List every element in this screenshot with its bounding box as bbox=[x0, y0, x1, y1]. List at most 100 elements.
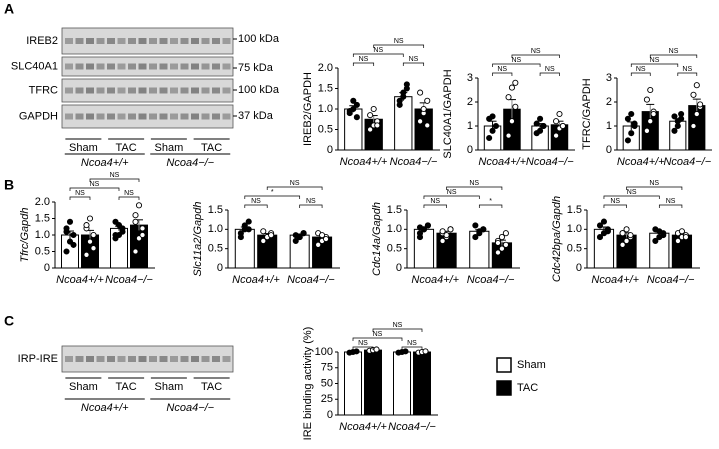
significance-label: NS bbox=[251, 198, 261, 205]
y-tick-label: 0 bbox=[576, 262, 582, 274]
marker-label: 100 kDa bbox=[238, 84, 280, 96]
blot-band bbox=[170, 38, 178, 44]
data-point bbox=[674, 237, 682, 244]
data-point bbox=[643, 127, 650, 134]
panel-label: B bbox=[4, 177, 14, 193]
data-point bbox=[489, 113, 496, 120]
y-tick-label: 0 bbox=[327, 144, 333, 156]
bracket bbox=[626, 186, 683, 190]
bracket bbox=[478, 204, 503, 208]
data-point bbox=[480, 226, 487, 233]
blot-row-label: GAPDH bbox=[19, 110, 58, 122]
y-axis-label: Tfrc/Gapdh bbox=[19, 207, 31, 262]
significance-label: NS bbox=[650, 57, 660, 64]
blot-band bbox=[75, 63, 84, 70]
y-tick-label: 1.0 bbox=[567, 223, 582, 235]
blot-band bbox=[128, 63, 136, 70]
data-point bbox=[678, 228, 685, 235]
data-point bbox=[422, 348, 429, 355]
blot-band bbox=[170, 113, 178, 120]
blot-band bbox=[212, 38, 220, 44]
blot-band bbox=[149, 87, 157, 94]
blot-band bbox=[222, 356, 231, 362]
data-point bbox=[505, 94, 512, 101]
data-point bbox=[400, 89, 407, 96]
y-tick-label: 0 bbox=[217, 262, 223, 274]
marker-label: 37 kDa bbox=[238, 110, 274, 122]
data-point bbox=[367, 112, 374, 119]
y-tick-label: 25 bbox=[321, 393, 333, 405]
data-point bbox=[63, 228, 70, 235]
data-point bbox=[439, 228, 446, 235]
significance-label: * bbox=[489, 198, 492, 205]
y-tick-label: 2 bbox=[606, 96, 612, 108]
y-tick-label: 1.0 bbox=[35, 229, 50, 241]
blot-band bbox=[222, 87, 231, 94]
data-point bbox=[319, 232, 326, 239]
data-point bbox=[447, 226, 454, 233]
bracket bbox=[69, 187, 120, 191]
data-point bbox=[656, 228, 663, 235]
group-label: Ncoa4+/+ bbox=[81, 402, 129, 414]
significance-label: NS bbox=[90, 181, 100, 188]
lane-label: TAC bbox=[116, 381, 137, 393]
data-point bbox=[600, 218, 608, 225]
blot-band bbox=[180, 113, 189, 120]
group-label: Ncoa4−/− bbox=[166, 157, 214, 169]
blot-band bbox=[149, 63, 157, 70]
group-label: Ncoa4+/+ bbox=[617, 156, 665, 168]
data-point bbox=[559, 122, 566, 130]
data-point bbox=[647, 118, 654, 125]
data-point bbox=[693, 82, 700, 89]
y-tick-label: 1 bbox=[467, 120, 473, 132]
bar bbox=[344, 351, 362, 416]
blot-row-label: IREB2 bbox=[26, 35, 58, 47]
panel-label: C bbox=[4, 313, 14, 329]
blot-band bbox=[159, 63, 168, 70]
blot-band bbox=[159, 38, 168, 44]
group-label: Ncoa4−/− bbox=[663, 156, 711, 168]
bracket bbox=[402, 62, 425, 66]
data-point bbox=[402, 348, 409, 355]
data-point bbox=[498, 245, 505, 252]
data-point bbox=[693, 110, 700, 118]
blot-band bbox=[75, 113, 84, 120]
data-point bbox=[353, 114, 360, 121]
data-point bbox=[83, 222, 90, 229]
y-axis-label: Slc11a2/Gapdh bbox=[192, 201, 204, 276]
bracket bbox=[299, 204, 323, 208]
data-point bbox=[628, 110, 635, 118]
data-point bbox=[346, 108, 353, 115]
blot-band bbox=[75, 87, 84, 94]
data-point bbox=[373, 346, 380, 353]
data-point bbox=[690, 91, 697, 98]
legend-label: TAC bbox=[517, 382, 538, 394]
significance-label: NS bbox=[393, 322, 403, 329]
data-point bbox=[237, 230, 244, 237]
blot-band bbox=[180, 356, 189, 362]
significance-label: NS bbox=[124, 190, 134, 197]
blot-band bbox=[117, 356, 126, 362]
y-tick-label: 0.5 bbox=[387, 243, 402, 255]
blot-band bbox=[159, 87, 168, 94]
y-axis-label: Cdc14a/Gapdh bbox=[371, 202, 383, 276]
blot-band bbox=[138, 87, 147, 94]
blot-band bbox=[117, 113, 126, 120]
data-point bbox=[619, 241, 626, 248]
group-label: Ncoa4−/− bbox=[390, 156, 438, 168]
y-axis-label: Cdc42bpa/Gapdh bbox=[551, 196, 563, 282]
bracket bbox=[511, 54, 560, 58]
significance-label: NS bbox=[306, 198, 316, 205]
data-point bbox=[472, 222, 479, 229]
data-point bbox=[300, 230, 307, 237]
lane-label: TAC bbox=[201, 142, 222, 154]
blot-band bbox=[212, 113, 220, 120]
group-label: Ncoa4−/− bbox=[526, 156, 574, 168]
data-point bbox=[70, 241, 77, 248]
data-point bbox=[83, 251, 90, 258]
data-point bbox=[296, 234, 303, 241]
data-point bbox=[90, 245, 97, 252]
blot-band bbox=[117, 63, 126, 70]
data-point bbox=[90, 231, 97, 239]
